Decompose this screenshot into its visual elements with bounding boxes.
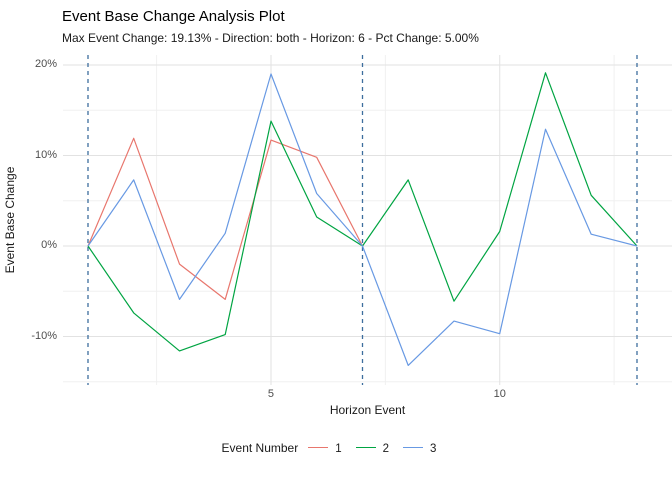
legend-items: 1 2 3 — [308, 441, 450, 455]
x-tick-label: 5 — [267, 388, 275, 400]
series-line-3 — [87, 73, 638, 366]
legend: Event Number 1 2 3 — [0, 441, 672, 455]
x-axis-title: Horizon Event — [329, 403, 406, 417]
y-tick-label: 20% — [34, 58, 57, 71]
legend-item-2: 2 — [355, 441, 390, 455]
legend-key-line-icon — [355, 447, 376, 449]
chart-canvas — [63, 55, 672, 385]
series-line-1 — [87, 137, 364, 300]
x-tick-label: 10 — [493, 388, 506, 400]
y-tick-label: -10% — [31, 329, 57, 342]
plot-title: Event Base Change Analysis Plot — [62, 8, 285, 25]
legend-label: 2 — [382, 443, 390, 455]
legend-item-3: 3 — [403, 441, 436, 455]
legend-item-1: 1 — [308, 441, 342, 455]
y-tick-label: 0% — [41, 239, 57, 252]
legend-label: 1 — [335, 443, 342, 455]
legend-label: 3 — [430, 443, 437, 455]
plot-subtitle: Max Event Change: 19.13% - Direction: bo… — [62, 31, 479, 45]
legend-title: Event Number — [221, 441, 299, 455]
legend-key-line-icon — [308, 447, 329, 449]
legend-key-line-icon — [403, 447, 424, 449]
y-tick-label: 10% — [34, 148, 57, 161]
